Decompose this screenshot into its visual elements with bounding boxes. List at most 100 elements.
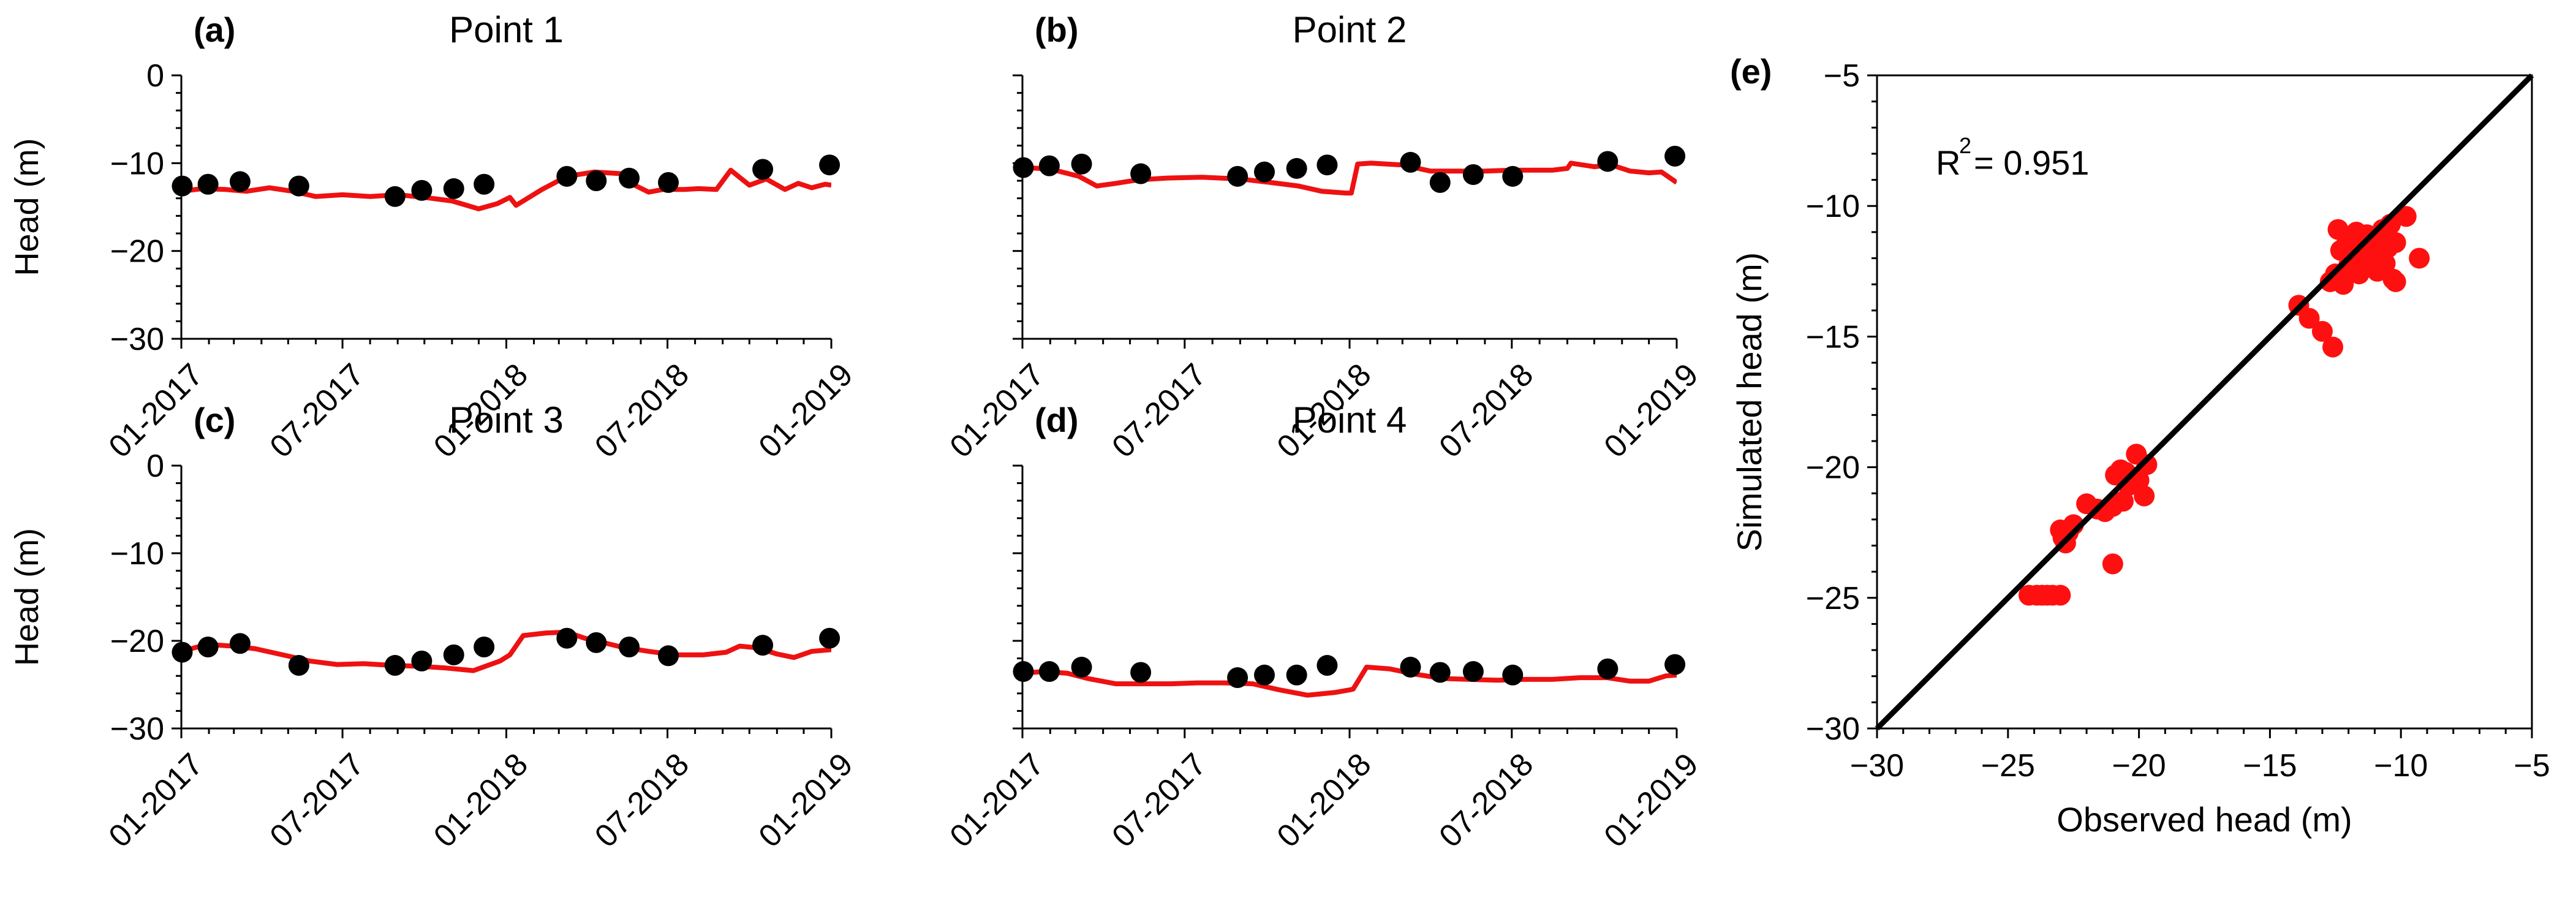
observed-head-point — [658, 645, 679, 667]
y-tick-label: −20 — [110, 624, 164, 659]
x-tick-label: −10 — [2374, 748, 2428, 784]
x-tick-label: −15 — [2243, 748, 2297, 784]
panel-label: (d) — [1035, 401, 1079, 439]
observed-head-point — [474, 637, 495, 658]
x-tick-label: 07-2018 — [1432, 357, 1540, 464]
observed-head-point — [586, 632, 607, 653]
observed-head-point — [1400, 151, 1421, 173]
observed-head-point — [1400, 656, 1421, 678]
observed-head-point — [658, 172, 679, 193]
observed-head-point — [288, 655, 309, 676]
x-tick-label: −30 — [1850, 748, 1904, 784]
panel-e: −30 −25 −20 −15 −10 −5 −30 −25 −20 −15 −10 −5 Observ… — [1730, 52, 2550, 839]
r-squared-annotation: R2 = 0.951 — [1936, 133, 2089, 182]
x-tick-label: −20 — [2112, 748, 2166, 784]
panel-title: Point 4 — [1293, 399, 1407, 441]
observed-head-point — [1227, 165, 1248, 187]
observed-head-point — [1227, 667, 1248, 689]
scatter-point — [2330, 240, 2351, 261]
y-tick-label: −20 — [110, 234, 164, 270]
panel-title: Point 1 — [449, 9, 564, 50]
x-tick-label: 07-2018 — [588, 357, 696, 464]
observed-head-point — [819, 154, 840, 176]
observed-head-point — [1071, 656, 1092, 678]
x-tick-label: 07-2017 — [1105, 746, 1213, 854]
observed-head-point — [1286, 664, 1307, 686]
scatter-point — [2395, 206, 2417, 227]
y-tick-label: −25 — [1806, 581, 1860, 616]
scatter-point — [2134, 485, 2155, 507]
scatter-point — [2322, 336, 2344, 358]
x-tick-label: −25 — [1981, 748, 2035, 784]
y-axis-label: Head (m) — [9, 528, 45, 666]
scatter-point — [2346, 221, 2367, 243]
panel-title: Point 2 — [1293, 9, 1407, 50]
x-tick-label: 01-2019 — [1598, 357, 1705, 464]
observed-head-point — [384, 655, 406, 676]
observed-head-point — [1597, 151, 1618, 172]
observed-head-point — [752, 159, 774, 180]
observed-head-point — [1038, 661, 1060, 683]
panel-label: (c) — [194, 401, 235, 439]
y-tick-label: −5 — [1824, 58, 1860, 94]
y-tick-label: −30 — [1806, 711, 1860, 747]
observed-head-point — [474, 173, 495, 195]
observed-head-point — [556, 165, 578, 187]
scatter-point — [2050, 584, 2071, 606]
observed-head-point — [1316, 655, 1338, 676]
scatter-point — [2136, 454, 2158, 475]
panel-d: 01-2017 07-2017 01-2018 07-2018 01-2019 (d) Po… — [943, 399, 1705, 855]
observed-head-point — [411, 650, 432, 671]
observed-head-point — [1664, 654, 1686, 675]
observed-head-point — [1462, 164, 1484, 185]
simulated-head-line — [181, 167, 831, 211]
x-tick-label: 01-2019 — [752, 746, 860, 854]
y-tick-label: −10 — [110, 536, 164, 572]
observed-head-point — [197, 173, 219, 195]
observed-head-point — [443, 178, 464, 199]
observed-head-point — [197, 637, 219, 658]
observed-head-point — [1597, 658, 1618, 679]
observed-head-point — [1286, 157, 1307, 179]
identity-line — [1875, 73, 2534, 731]
observed-head-point — [556, 627, 578, 649]
scatter-point — [2327, 219, 2349, 240]
x-tick-label: 01-2018 — [427, 746, 535, 854]
plot-frame — [1876, 74, 2533, 730]
x-tick-label: 07-2018 — [588, 746, 696, 854]
x-tick-label: 01-2017 — [943, 746, 1051, 854]
r-squared-value: = 0.951 — [1974, 143, 2089, 182]
observed-head-point — [1429, 662, 1451, 683]
scatter-point — [2105, 464, 2126, 486]
x-tick-label: 01-2019 — [752, 357, 860, 464]
x-tick-label: 07-2017 — [1105, 357, 1213, 464]
scatter-point — [2369, 258, 2390, 279]
scatter-point — [2298, 308, 2320, 329]
panel-b: 01-2017 07-2017 01-2018 07-2018 01-2019(b) Po… — [943, 9, 1705, 465]
scatter-point — [2385, 232, 2406, 253]
y-axis-label: Head (m) — [9, 138, 45, 276]
observed-head-point — [229, 633, 251, 654]
panel-label: (b) — [1035, 10, 1079, 49]
observed-head-point — [619, 637, 640, 658]
x-tick-label: 07-2017 — [263, 357, 371, 464]
simulated-head-line — [181, 629, 831, 673]
observed-head-point — [819, 627, 840, 649]
scatter-point — [2102, 553, 2123, 575]
observed-head-point — [1130, 163, 1152, 184]
panel-title: Point 3 — [449, 399, 564, 441]
x-tick-label: 01-2019 — [1598, 746, 1705, 854]
x-tick-label: 01-2017 — [102, 746, 210, 854]
observed-head-point — [1429, 172, 1451, 193]
scatter-point — [2333, 274, 2354, 295]
observed-head-point — [586, 170, 607, 191]
scatter-point — [2385, 271, 2406, 292]
observed-head-point — [1254, 161, 1275, 183]
y-tick-label: −20 — [1806, 450, 1860, 486]
scatter-point — [2409, 248, 2430, 269]
scatter-point — [2112, 491, 2134, 512]
y-tick-label: −10 — [1806, 189, 1860, 224]
